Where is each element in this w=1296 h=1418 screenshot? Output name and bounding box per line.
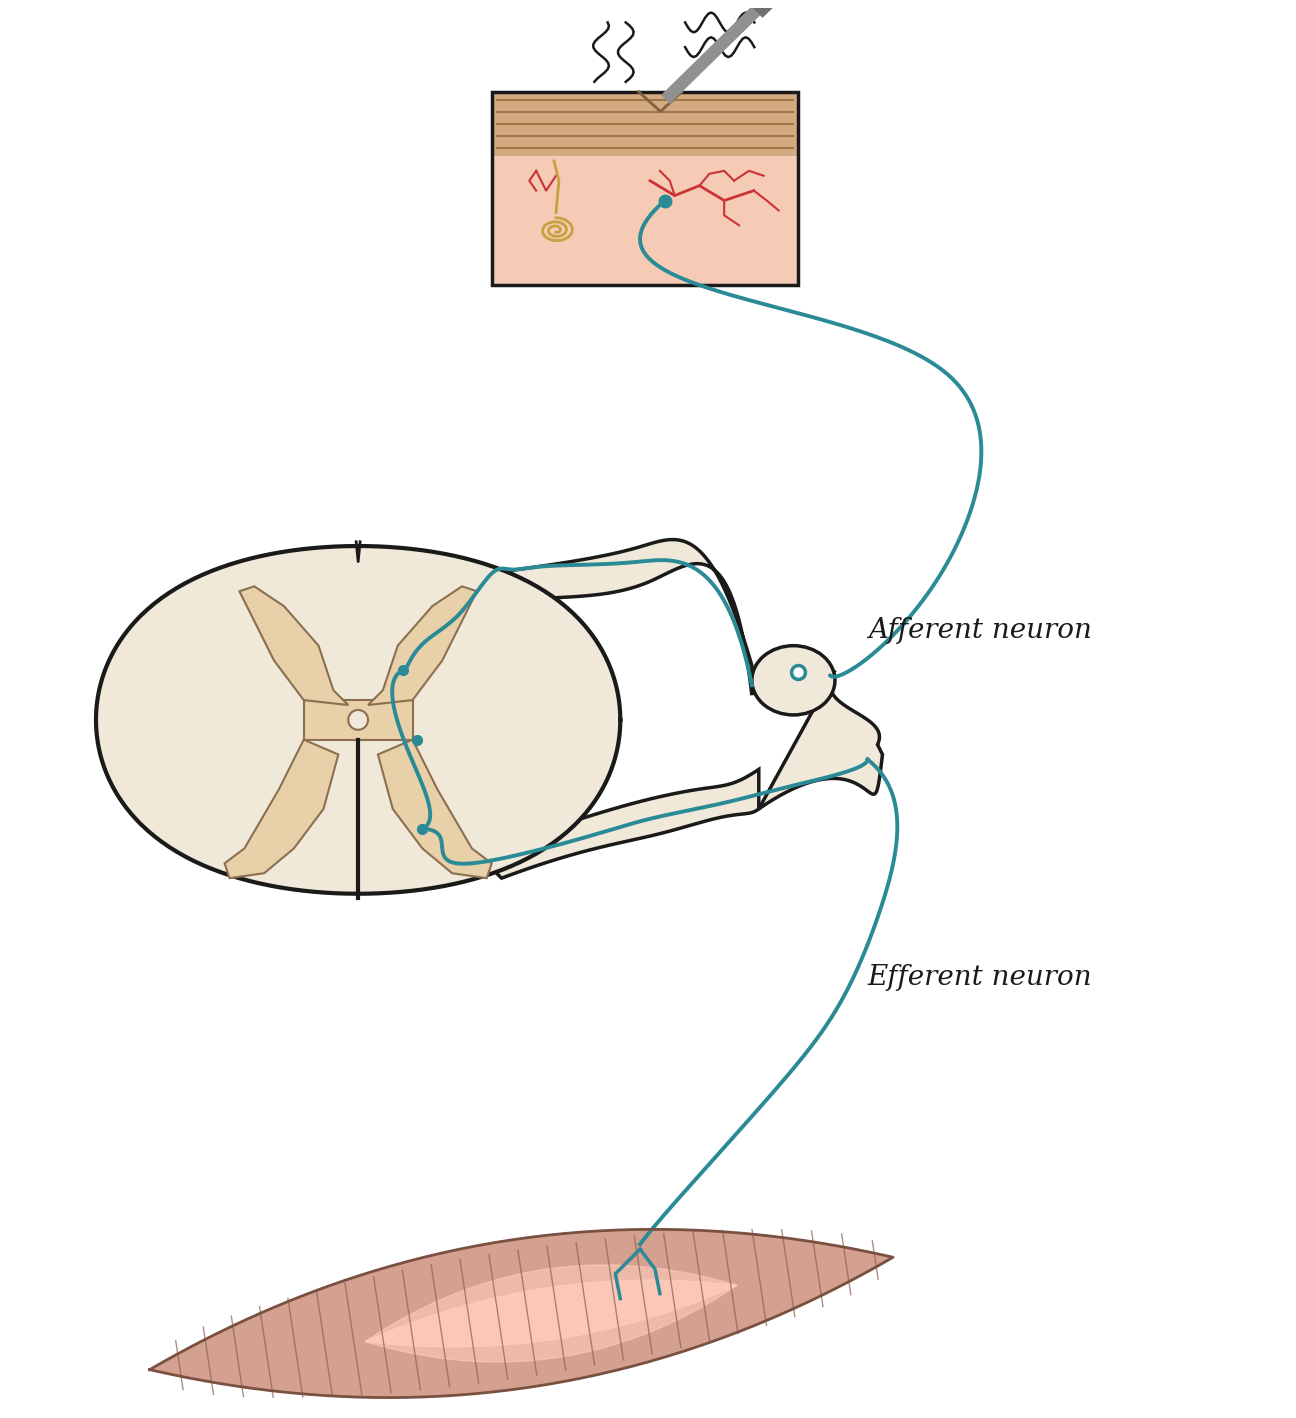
Polygon shape <box>378 740 491 878</box>
Polygon shape <box>467 540 752 695</box>
Text: Afferent neuron: Afferent neuron <box>867 617 1091 644</box>
Bar <box>491 92 798 156</box>
Polygon shape <box>224 740 338 878</box>
Polygon shape <box>96 546 621 893</box>
Polygon shape <box>240 586 349 705</box>
Polygon shape <box>477 770 758 878</box>
Bar <box>491 92 798 285</box>
Polygon shape <box>758 671 883 808</box>
Bar <box>491 92 798 285</box>
Polygon shape <box>365 1265 737 1361</box>
Polygon shape <box>368 586 477 705</box>
Text: Efferent neuron: Efferent neuron <box>867 964 1093 991</box>
Polygon shape <box>149 1229 893 1398</box>
Polygon shape <box>303 700 412 740</box>
Ellipse shape <box>752 645 835 715</box>
Circle shape <box>349 710 368 730</box>
Polygon shape <box>365 1280 737 1347</box>
